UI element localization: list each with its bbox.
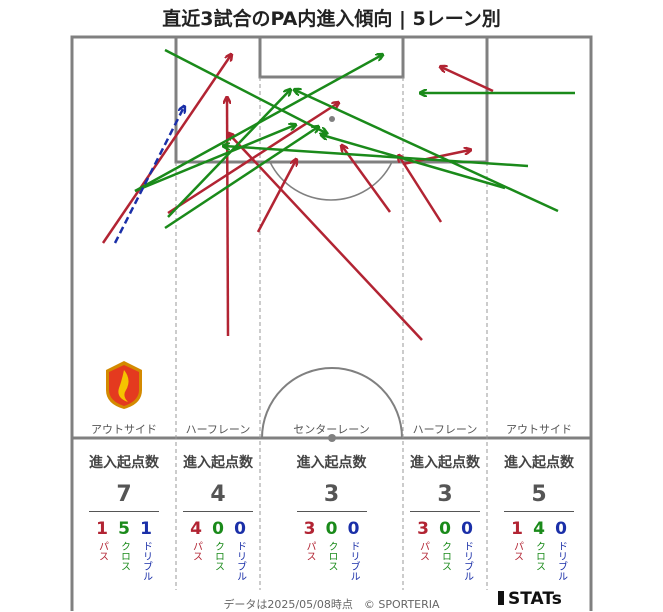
dribble-count: 0 (555, 519, 567, 539)
dribble-arrows (113, 107, 184, 244)
cross-count: 0 (325, 519, 338, 539)
lane-label-outside-left: アウトサイド (91, 423, 157, 436)
cross-count: 0 (212, 519, 224, 539)
pass-arrow (342, 146, 392, 213)
cross-arrow (164, 48, 326, 133)
center-circle (261, 367, 403, 439)
pass-arrow (256, 160, 296, 233)
lane-stats-center: 進入起点数 3 3 パス 0 クロス 0 ドリブル (260, 452, 403, 581)
cross-arrow (224, 146, 529, 168)
pass-label: パス (304, 541, 315, 561)
pass-label: パス (96, 541, 108, 561)
stat-total: 5 (531, 482, 547, 507)
stat-header: 進入起点数 (296, 455, 367, 471)
pass-label: パス (190, 541, 202, 561)
stat-total: 3 (323, 482, 340, 507)
brand-text: STATs (508, 589, 562, 609)
team-crest-logo (106, 361, 142, 409)
cross-label: クロス (533, 541, 545, 571)
stat-total: 4 (210, 482, 226, 507)
cross-count: 0 (439, 519, 451, 539)
stat-header: 進入起点数 (89, 455, 159, 471)
penalty-arc (269, 161, 393, 201)
goal-area (258, 35, 405, 79)
cross-arrow (134, 125, 295, 193)
lane-stats-outside-right: 進入起点数 5 1 パス 4 クロス 0 ドリブル (487, 452, 591, 581)
lane-stats-halfspace-left: 進入起点数 4 4 パス 0 クロス 0 ドリブル (176, 452, 260, 581)
cross-count: 4 (533, 519, 545, 539)
dribble-label: ドリブル (234, 541, 246, 581)
cross-arrow (164, 127, 318, 230)
stat-header: 進入起点数 (183, 455, 253, 471)
pass-arrow (229, 134, 423, 341)
lane-stats-outside-left: 進入起点数 7 1 パス 5 クロス 1 ドリブル (72, 452, 176, 581)
cross-label: クロス (212, 541, 224, 571)
cross-label: クロス (326, 541, 337, 571)
stats-brand-logo: STATs (498, 589, 562, 609)
pass-count: 3 (303, 519, 316, 539)
pass-arrows (101, 55, 494, 341)
pass-count: 3 (417, 519, 429, 539)
dribble-label: ドリブル (555, 541, 567, 581)
stat-header: 進入起点数 (504, 455, 574, 471)
dribble-count: 0 (347, 519, 360, 539)
brand-mark-icon (498, 591, 504, 605)
pass-count: 1 (96, 519, 108, 539)
dribble-count: 0 (234, 519, 246, 539)
cross-count: 5 (118, 519, 130, 539)
center-spot (328, 434, 336, 442)
pass-arrow (441, 67, 494, 93)
lane-label-outside-right: アウトサイド (506, 423, 572, 436)
dribble-count: 1 (140, 519, 152, 539)
pass-count: 1 (511, 519, 523, 539)
lane-label-halfspace-right: ハーフレーン (412, 423, 478, 436)
lane-stats-halfspace-right: 進入起点数 3 3 パス 0 クロス 0 ドリブル (403, 452, 487, 581)
lane-label-center: センターレーン (293, 423, 370, 436)
stat-header: 進入起点数 (410, 455, 480, 471)
stat-total: 7 (116, 482, 132, 507)
data-date-footer: データは2025/05/08時点 © SPORTERIA (223, 598, 440, 611)
cross-label: クロス (439, 541, 451, 571)
pass-count: 4 (190, 519, 202, 539)
page-title: 直近3試合のPA内進入傾向 | 5レーン別 (162, 8, 501, 30)
cross-label: クロス (118, 541, 130, 571)
dribble-arrow (113, 107, 184, 244)
dribble-label: ドリブル (461, 541, 473, 581)
dribble-count: 0 (461, 519, 473, 539)
penalty-spot (329, 116, 335, 122)
cross-arrow (295, 90, 559, 213)
pass-arrow (399, 156, 443, 223)
pass-arrow (101, 55, 231, 244)
dribble-label: ドリブル (348, 541, 359, 581)
pass-arrow (227, 98, 228, 337)
dribble-label: ドリブル (140, 541, 152, 581)
pass-label: パス (417, 541, 429, 561)
lane-label-halfspace-left: ハーフレーン (185, 423, 251, 436)
cross-arrow (322, 135, 506, 190)
cross-arrows (134, 48, 575, 230)
pass-label: パス (511, 541, 523, 561)
stat-total: 3 (437, 482, 453, 507)
